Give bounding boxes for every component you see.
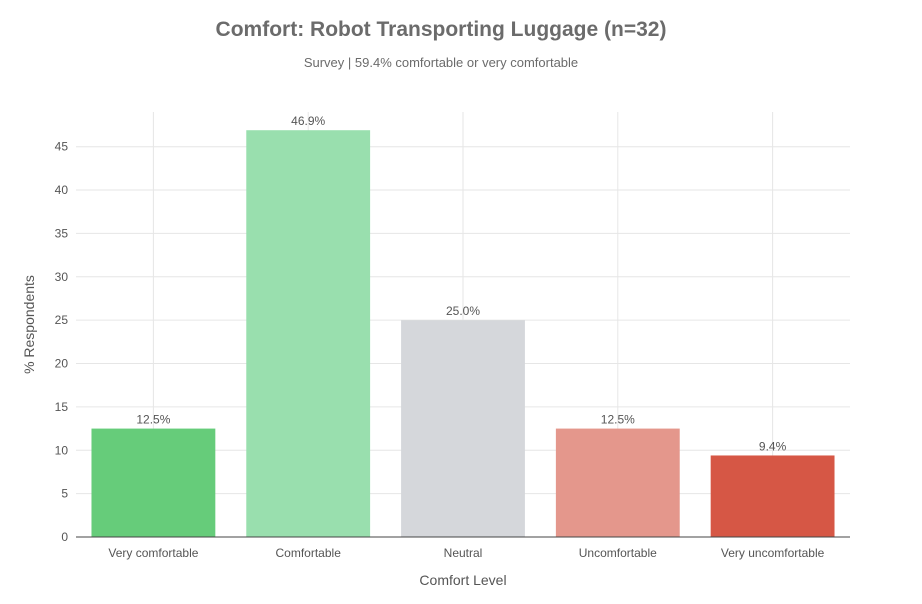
x-tick-label: Neutral <box>444 546 483 560</box>
y-tick-label: 15 <box>55 400 69 414</box>
x-tick-label: Uncomfortable <box>579 546 657 560</box>
bar <box>710 455 835 537</box>
bar <box>401 320 525 537</box>
y-axis-ticks: 0 5 10 15 20 25 30 35 40 45 <box>55 140 69 544</box>
data-labels: 12.5% 46.9% 25.0% 12.5% 9.4% <box>136 114 786 453</box>
bar <box>555 428 680 537</box>
x-tick-label: Very uncomfortable <box>721 546 825 560</box>
data-label: 9.4% <box>759 439 787 453</box>
chart-title: Comfort: Robot Transporting Luggage (n=3… <box>215 18 667 41</box>
y-tick-label: 25 <box>55 313 69 327</box>
bar <box>246 130 371 537</box>
data-label: 12.5% <box>136 413 170 427</box>
y-tick-label: 45 <box>55 140 69 154</box>
bars <box>91 130 835 537</box>
data-label: 25.0% <box>446 304 480 318</box>
y-tick-label: 0 <box>61 530 68 544</box>
y-tick-label: 5 <box>61 487 68 501</box>
y-axis-label: % Respondents <box>21 275 37 374</box>
data-label: 46.9% <box>291 114 325 128</box>
chart-subtitle: Survey | 59.4% comfortable or very comfo… <box>303 55 579 70</box>
data-label: 12.5% <box>601 413 635 427</box>
x-tick-label: Comfortable <box>276 546 342 560</box>
y-tick-label: 30 <box>55 270 69 284</box>
x-axis-ticks: Very comfortable Comfortable Neutral Uncomf… <box>108 546 824 560</box>
y-tick-label: 20 <box>55 357 69 371</box>
y-tick-label: 35 <box>55 226 69 240</box>
bar <box>91 428 216 537</box>
y-tick-label: 40 <box>55 183 69 197</box>
x-axis-label: Comfort Level <box>419 572 506 588</box>
x-tick-label: Very comfortable <box>108 546 198 560</box>
y-tick-label: 10 <box>55 443 69 457</box>
